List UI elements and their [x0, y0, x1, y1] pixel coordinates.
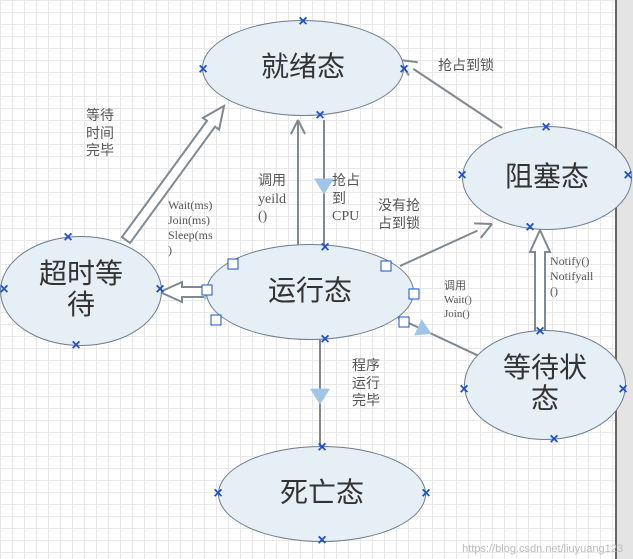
- edge-label: Wait(ms) Join(ms) Sleep(ms ): [168, 198, 213, 258]
- watermark: https://blog.csdn.net/liuyuang123: [462, 543, 623, 555]
- edge-label: 调用 yeild (): [258, 173, 286, 226]
- node-blocked[interactable]: 阻塞态: [462, 126, 632, 230]
- edge-label: 程序 运行 完毕: [352, 358, 380, 411]
- edge-label: 抢占到锁: [438, 58, 494, 76]
- ruler-right: [615, 0, 633, 559]
- edge-label: 调用 Wait() Join(): [444, 280, 472, 321]
- edge-label: Notify() Notifyall (): [550, 254, 593, 299]
- node-timeout[interactable]: 超时等待: [0, 236, 162, 346]
- edge-label: 等待 时间 完毕: [86, 108, 114, 161]
- selection-handle[interactable]: [399, 317, 410, 328]
- edge-label: 没有抢 占到锁: [378, 198, 420, 233]
- node-dead[interactable]: 死亡态: [218, 446, 426, 542]
- diagram-canvas[interactable]: 就绪态阻塞态超时等待运行态等待状态死亡态 等待 时间 完毕调用 yeild ()…: [0, 0, 633, 559]
- node-waiting[interactable]: 等待状态: [464, 330, 626, 440]
- edge-label: 抢占 到 CPU: [332, 173, 360, 226]
- node-ready[interactable]: 就绪态: [202, 20, 404, 116]
- node-running[interactable]: 运行态: [206, 244, 414, 340]
